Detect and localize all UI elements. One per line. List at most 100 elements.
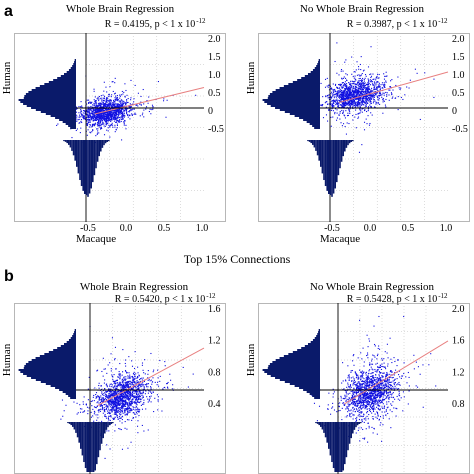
data-point	[109, 362, 111, 364]
data-point	[113, 401, 115, 403]
data-point	[132, 391, 134, 393]
data-point	[373, 398, 375, 400]
data-point	[121, 118, 123, 120]
data-point	[98, 118, 100, 120]
marginal-hist-bar	[99, 422, 101, 451]
data-point	[120, 397, 122, 400]
data-point	[373, 395, 375, 397]
data-point	[117, 113, 119, 115]
data-point	[124, 393, 126, 395]
data-point	[116, 104, 118, 106]
data-point	[344, 83, 346, 86]
data-point	[348, 103, 350, 105]
data-point	[349, 83, 352, 85]
data-point	[353, 383, 355, 385]
data-point	[369, 73, 371, 76]
data-point	[89, 102, 91, 104]
data-point	[100, 95, 102, 97]
data-point	[357, 89, 359, 91]
data-point	[348, 104, 350, 106]
data-point	[118, 416, 120, 418]
data-point	[157, 385, 160, 387]
data-point	[166, 99, 168, 101]
data-point	[118, 105, 120, 107]
marginal-hist-bar	[70, 67, 76, 69]
marginal-hist-bar	[26, 375, 76, 377]
data-point	[117, 397, 119, 399]
data-point	[119, 377, 121, 379]
data-point	[111, 409, 113, 411]
data-point	[97, 114, 99, 116]
data-point	[390, 370, 392, 372]
y-tick-label: 0.4	[208, 399, 221, 410]
data-point	[139, 115, 141, 117]
data-point	[106, 124, 108, 126]
data-point	[122, 403, 124, 405]
marginal-hist-bar	[77, 140, 80, 174]
data-point	[99, 110, 101, 112]
data-point	[119, 105, 121, 107]
data-point	[87, 122, 89, 124]
data-point	[108, 402, 110, 404]
data-point	[84, 118, 86, 120]
data-point	[379, 88, 381, 90]
data-point	[147, 370, 149, 372]
data-point	[342, 110, 345, 112]
data-point	[112, 394, 114, 396]
data-point	[143, 430, 145, 432]
marginal-hist-bar	[100, 140, 102, 152]
data-point	[130, 400, 133, 402]
data-point	[119, 403, 121, 406]
data-point	[347, 375, 349, 377]
data-point	[119, 111, 121, 113]
data-point	[97, 125, 99, 127]
data-point	[109, 412, 111, 414]
data-point	[102, 109, 104, 111]
data-point	[356, 94, 358, 96]
marginal-hist-bar	[68, 395, 76, 397]
data-point	[110, 390, 112, 392]
data-point	[150, 391, 152, 393]
data-point	[360, 75, 362, 77]
data-point	[360, 85, 362, 87]
data-point	[98, 100, 100, 102]
data-point	[94, 387, 96, 389]
data-point	[359, 108, 361, 110]
data-point	[124, 362, 126, 365]
marginal-hist-bar	[107, 422, 109, 428]
data-point	[362, 407, 364, 409]
data-point	[356, 405, 358, 408]
data-point	[111, 114, 113, 116]
data-point	[360, 91, 362, 93]
data-point	[150, 113, 152, 115]
data-point	[101, 123, 103, 125]
marginal-hist-bar	[318, 61, 320, 63]
data-point	[97, 116, 99, 118]
data-point	[93, 124, 95, 126]
data-point	[111, 407, 113, 409]
data-point	[108, 104, 111, 106]
data-point	[124, 405, 127, 407]
data-point	[365, 90, 367, 92]
data-point	[138, 381, 140, 383]
data-point	[119, 399, 121, 401]
data-point	[143, 103, 145, 105]
data-point	[98, 115, 100, 117]
data-point	[114, 112, 116, 114]
data-point	[366, 101, 368, 103]
data-point	[398, 390, 400, 392]
data-point	[378, 408, 380, 411]
data-point	[354, 75, 356, 77]
data-point	[336, 100, 338, 102]
data-point	[86, 113, 88, 115]
data-point	[114, 124, 116, 126]
data-point	[147, 398, 149, 400]
data-point	[378, 374, 380, 376]
data-point	[99, 124, 101, 126]
data-point	[367, 81, 369, 83]
data-point	[105, 99, 107, 101]
data-point	[346, 88, 348, 90]
data-point	[147, 379, 149, 381]
data-point	[365, 99, 367, 101]
chart-title: Whole Brain Regression	[66, 3, 175, 15]
